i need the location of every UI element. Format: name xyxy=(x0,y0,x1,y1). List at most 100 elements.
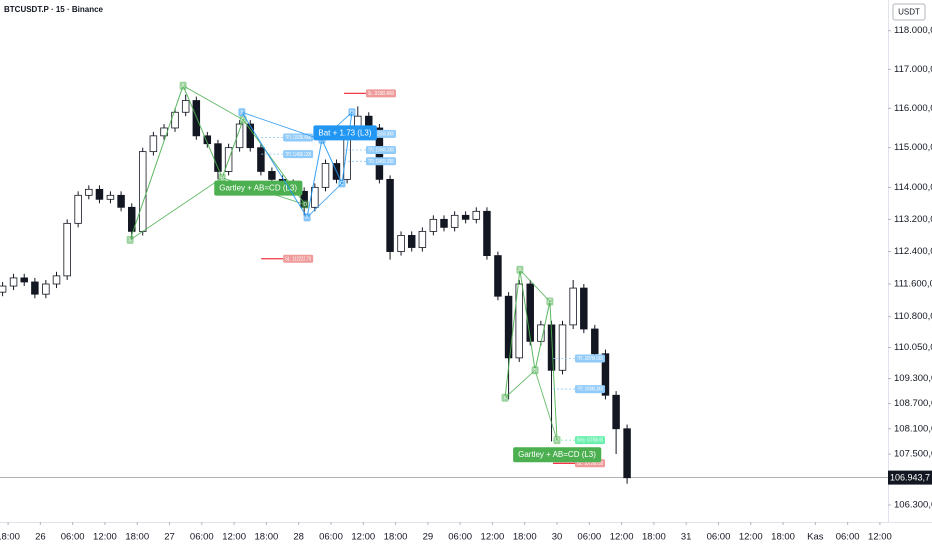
level-box xyxy=(283,133,314,142)
pattern-name: Bat + 1.73 (L3) xyxy=(318,128,371,137)
candle-body xyxy=(192,100,201,137)
pattern-point xyxy=(531,366,539,375)
pattern-leg xyxy=(182,85,244,121)
pattern-leg xyxy=(241,111,323,141)
currency: USDT xyxy=(898,8,920,17)
y-tick-label: 114.000,0 xyxy=(894,182,932,193)
x-tick-label: 06:00 xyxy=(190,532,214,543)
pattern-point xyxy=(218,173,226,182)
candle-body xyxy=(558,324,567,371)
level-label: Entry: 107830.00 xyxy=(577,438,603,444)
x-tick-label: 29 xyxy=(423,532,434,543)
level-box xyxy=(575,385,606,394)
level-label: TP2: 109048.3000 xyxy=(577,387,603,393)
level-label: SL: 116382.4669 xyxy=(368,91,394,97)
y-tick-label: 106.300,0 xyxy=(894,500,932,511)
x-tick-label: 12:00 xyxy=(610,532,634,543)
x-tick-label: 12:00 xyxy=(222,532,246,543)
pattern-point xyxy=(516,265,524,274)
x-tick-label: 12:00 xyxy=(481,532,505,543)
pattern-name-group: Gartley + AB=CD (L3) xyxy=(513,447,602,463)
y-tick-label: 108.100,0 xyxy=(894,423,932,434)
y-tick-label: 115.000,0 xyxy=(894,142,932,153)
candle-body xyxy=(42,283,50,295)
x-tick-label: 18:00 xyxy=(0,532,20,543)
candle-body xyxy=(526,283,534,342)
candle-body xyxy=(257,147,265,172)
level-box xyxy=(575,436,606,445)
level-box xyxy=(365,157,396,166)
candle-body xyxy=(569,287,577,326)
level-label: TP3: 114655.3000 xyxy=(368,159,394,165)
x-tick-label: 18:00 xyxy=(513,532,537,543)
pattern-point-label: A xyxy=(305,215,309,221)
candle-body xyxy=(95,188,104,200)
x-tick-label: 18:00 xyxy=(125,532,149,543)
y-tick-label: 112.400,0 xyxy=(894,246,932,257)
x-tick-label: 06:00 xyxy=(707,532,731,543)
x-tick-label: 06:00 xyxy=(61,532,85,543)
pattern-name-box xyxy=(214,180,303,196)
y-tick-label: 117.000,0 xyxy=(894,64,932,75)
x-tick-label: 06:00 xyxy=(577,532,601,543)
x-tick-label: 28 xyxy=(293,532,304,543)
x-tick-label: 18:00 xyxy=(771,532,795,543)
candle-body xyxy=(494,255,502,297)
pattern-leg xyxy=(519,269,551,302)
candle-body xyxy=(311,186,319,208)
y-tick-label: 108.700,0 xyxy=(894,398,932,409)
pattern-leg xyxy=(504,369,536,399)
pattern-point xyxy=(501,393,509,402)
pattern-name-box xyxy=(513,447,602,463)
pattern-point xyxy=(303,213,311,222)
pattern-point xyxy=(301,200,309,209)
candle-body xyxy=(386,178,394,252)
candle-body xyxy=(0,285,7,293)
pattern-point xyxy=(126,235,134,244)
x-tick-label: 06:00 xyxy=(319,532,343,543)
x-tick-label: 12:00 xyxy=(868,532,892,543)
pattern-name-group: Bat + 1.73 (L3) xyxy=(313,125,377,141)
candle-body xyxy=(74,194,82,224)
pattern-point-label: C xyxy=(548,299,552,305)
candle-body xyxy=(601,353,610,396)
level-box xyxy=(283,254,314,263)
pattern-point-label: D xyxy=(350,110,354,116)
candle-body xyxy=(52,275,61,285)
pattern-leg xyxy=(534,370,558,441)
candle-body xyxy=(268,171,276,180)
candle-body xyxy=(591,328,599,355)
x-tick-label: 06:00 xyxy=(448,532,472,543)
level-label: SL: 107280.50 xyxy=(577,461,603,467)
pattern-point-label: A xyxy=(181,83,185,89)
currency-box[interactable] xyxy=(892,3,926,21)
y-tick-label: 109.300,0 xyxy=(894,373,932,384)
candle-body xyxy=(612,394,620,430)
candle-body xyxy=(450,214,459,228)
pattern-leg xyxy=(306,183,343,218)
y-tick-label: 118.000,0 xyxy=(894,25,932,36)
candle-body xyxy=(343,135,351,180)
candle-body xyxy=(429,218,438,232)
pattern-point xyxy=(546,297,554,306)
y-tick-label: 113.200,0 xyxy=(894,214,932,225)
candle-body xyxy=(321,163,330,188)
candle-body xyxy=(580,287,588,330)
level-label: TP2: 114836.1200 xyxy=(285,152,311,158)
pattern-name-group: Gartley + AB=CD (L3) xyxy=(214,180,303,196)
candle-body xyxy=(235,123,244,149)
candle-body xyxy=(106,194,115,200)
candle-body xyxy=(128,206,136,232)
candle-body xyxy=(181,100,190,113)
x-tick-label: 31 xyxy=(681,532,692,543)
x-tick-label: 30 xyxy=(552,532,563,543)
y-tick-label: 116.000,0 xyxy=(894,103,932,114)
candle-body xyxy=(149,135,158,153)
pattern-point-label: A xyxy=(518,267,522,273)
pattern-point xyxy=(179,81,187,90)
candle-body xyxy=(440,218,448,228)
y-tick-label: 110.050,0 xyxy=(894,342,932,353)
pattern-point xyxy=(338,179,346,188)
candle-body xyxy=(472,210,481,220)
pattern-name-box xyxy=(313,125,377,141)
